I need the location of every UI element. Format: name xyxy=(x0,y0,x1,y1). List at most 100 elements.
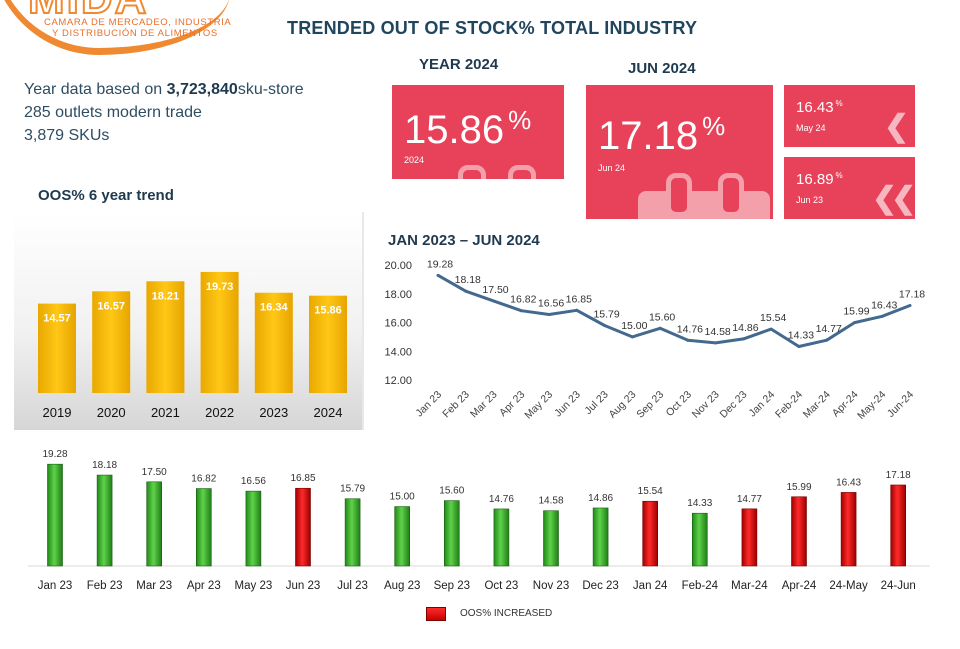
year-bar-2023 xyxy=(254,292,293,393)
month-axis-label: Apr-24 xyxy=(782,580,817,592)
line-point xyxy=(852,321,856,325)
year-bar-2024 xyxy=(309,295,347,393)
month-axis-label: Sep 23 xyxy=(434,580,470,592)
month-axis-label: 24-Jun xyxy=(881,580,916,592)
line-point xyxy=(575,308,579,312)
year-bar-label: 19.73 xyxy=(206,281,234,293)
line-point-label: 14.76 xyxy=(677,323,703,335)
month-axis-label: 24-May xyxy=(829,580,868,592)
line-point xyxy=(630,335,634,339)
info-outlets: 285 outlets modern trade xyxy=(24,104,202,121)
year-bar-2022 xyxy=(200,271,239,393)
year-axis-label: 2019 xyxy=(43,405,72,420)
month-bar-Jun 23 xyxy=(295,487,311,567)
year-axis-label: 2020 xyxy=(97,405,126,420)
line-y-tick: 18.00 xyxy=(384,289,412,301)
may-24-unit: % xyxy=(835,99,843,108)
rewind-arrow-icon: ❮ xyxy=(884,110,909,143)
line-point-label: 15.54 xyxy=(760,312,786,324)
month-bar-Mar 23 xyxy=(146,481,162,567)
info-skus: 3,879 SKUs xyxy=(24,127,110,144)
logo-line-1: CAMARA DE MERCADEO, INDUSTRIA xyxy=(44,17,232,28)
month-bar-label: 16.56 xyxy=(241,476,266,487)
line-x-tick: Jan 23 xyxy=(413,389,444,420)
legend-label-increased: OOS% INCREASED xyxy=(460,608,553,619)
line-point xyxy=(464,289,468,293)
line-point-label: 15.99 xyxy=(843,306,869,318)
month-bar-Dec 23 xyxy=(592,507,609,567)
line-point xyxy=(880,314,884,318)
line-point-label: 15.60 xyxy=(649,311,675,323)
jun-23-value: 16.89% xyxy=(796,171,843,188)
year-trend-title: OOS% 6 year trend xyxy=(38,187,174,204)
line-point-label: 19.28 xyxy=(427,258,453,270)
line-point-label: 14.77 xyxy=(816,323,842,335)
line-y-tick: 12.00 xyxy=(384,375,412,387)
info-sku-store-count: 3,723,840 xyxy=(166,81,238,98)
line-point-label: 16.85 xyxy=(566,293,592,305)
month-axis-label: Feb 23 xyxy=(87,580,123,592)
month-axis-label: Aug 23 xyxy=(384,580,420,592)
decorative-clip-icon xyxy=(666,173,692,217)
line-x-tick: Jun-24 xyxy=(885,389,916,420)
line-series-oos xyxy=(437,273,911,348)
year-bar-label: 16.57 xyxy=(97,300,125,312)
month-axis-label: Jul 23 xyxy=(337,580,368,592)
line-point xyxy=(769,327,773,331)
line-x-tick: Jan 24 xyxy=(747,389,778,420)
year-bar-2019 xyxy=(38,303,76,393)
month-bar-label: 17.18 xyxy=(886,470,911,481)
jun-23-number: 16.89 xyxy=(796,171,834,188)
logo-arc xyxy=(0,0,230,55)
month-axis-label: Mar 23 xyxy=(136,580,172,592)
year-2024-number: 15.86 xyxy=(404,108,505,152)
line-point-label: 15.79 xyxy=(593,309,619,321)
year-2024-card: 15.86% 2024 xyxy=(392,85,564,179)
month-bar-label: 15.54 xyxy=(638,486,663,497)
year-trend-chart: 14.57 2019 16.57 2020 18.21 2021 19.73 2022 16.3… xyxy=(38,271,347,420)
month-axis-label: Feb-24 xyxy=(682,580,719,592)
month-bar-label: 14.33 xyxy=(687,498,712,509)
decorative-clip-icon xyxy=(458,165,486,179)
line-point-label: 17.18 xyxy=(899,289,925,301)
may-24-card: ❮ 16.43% May 24 xyxy=(784,85,915,147)
line-x-tick: Feb-24 xyxy=(773,389,805,421)
line-point xyxy=(825,338,829,342)
year-2024-header: YEAR 2024 xyxy=(419,56,499,73)
year-bar-label: 14.57 xyxy=(43,313,71,325)
month-bar-label: 16.82 xyxy=(191,474,216,485)
may-24-number: 16.43 xyxy=(796,99,834,116)
year-2024-unit: % xyxy=(508,105,532,135)
line-x-tick: Sep 23 xyxy=(634,389,666,421)
line-x-tick: Aug 23 xyxy=(606,389,638,421)
month-bar-Jul 23 xyxy=(344,498,361,567)
month-bar-Feb 23 xyxy=(96,474,113,567)
line-point xyxy=(603,324,607,328)
info-sku-store: Year data based on 3,723,840sku-store xyxy=(24,81,304,99)
jun-23-sub: Jun 23 xyxy=(796,195,824,205)
year-axis-label: 2022 xyxy=(205,405,234,420)
jun-2024-header: JUN 2024 xyxy=(628,60,696,77)
line-x-tick: Feb 23 xyxy=(440,389,472,421)
monthly-line-title: JAN 2023 – JUN 2024 xyxy=(388,232,540,249)
jun-2024-unit: % xyxy=(702,111,726,141)
month-bar-24-May xyxy=(840,492,857,567)
line-x-tick: Oct 23 xyxy=(664,389,694,419)
year-axis-label: 2023 xyxy=(259,405,288,420)
line-y-tick: 16.00 xyxy=(384,318,412,330)
may-24-sub: May 24 xyxy=(796,123,826,133)
month-axis-label: Apr 23 xyxy=(187,580,221,592)
fast-rewind-icon: ❮❮ xyxy=(872,182,915,215)
month-axis-label: Oct 23 xyxy=(484,580,518,592)
month-axis-label: May 23 xyxy=(235,580,273,592)
line-point xyxy=(714,341,718,345)
month-bar-Mar-24 xyxy=(741,508,758,567)
year-bar-2021 xyxy=(146,281,185,393)
month-bar-Apr 23 xyxy=(196,488,212,567)
line-x-tick: Dec 23 xyxy=(718,389,750,421)
line-x-tick: May-24 xyxy=(855,389,888,422)
info-suffix: sku-store xyxy=(237,81,304,98)
line-point-label: 18.18 xyxy=(455,274,481,286)
month-bar-Jan 24 xyxy=(642,500,659,567)
line-point xyxy=(492,299,496,303)
